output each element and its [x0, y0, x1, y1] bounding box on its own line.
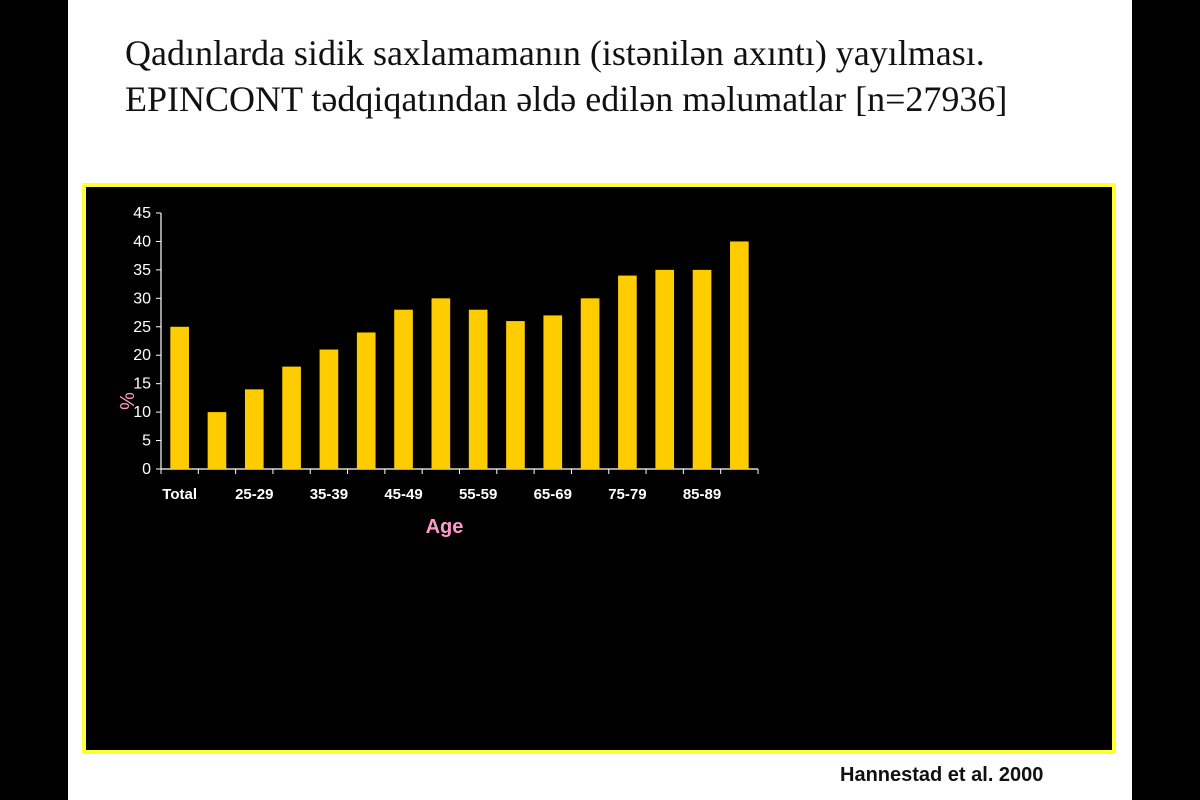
- bar-chart: 0 5 10 15 20 25 30 35 40 45 Total 25-29 35-39 45-49 55…: [115, 205, 759, 538]
- x-tick-label: Total: [162, 486, 197, 503]
- x-tick-label: 55-59: [459, 486, 497, 503]
- slide: Qadınlarda sidik saxlamamanın (istənilən…: [68, 0, 1132, 800]
- slide-title: Qadınlarda sidik saxlamamanın (istənilən…: [125, 33, 1008, 119]
- y-tick-label: 0: [142, 461, 151, 478]
- bar-25-29: [244, 389, 264, 469]
- bar-55-59: [468, 309, 488, 469]
- y-tick-label: 25: [133, 319, 151, 336]
- x-tick-label: 45-49: [384, 486, 422, 503]
- bar-60-64: [506, 321, 525, 469]
- x-tick-label: 35-39: [310, 486, 348, 503]
- y-tick-label: 30: [133, 290, 151, 307]
- y-axis-title: %: [115, 392, 137, 410]
- y-tick-label: 20: [133, 347, 151, 364]
- chart-panel: 0 5 10 15 20 25 30 35 40 45 Total 25-29 35-39 45-49 55…: [82, 183, 1116, 754]
- x-tick-label: 85-89: [683, 486, 721, 503]
- x-tick-label: 65-69: [534, 486, 572, 503]
- bar-90+: [730, 241, 749, 469]
- x-tick-label: 25-29: [235, 486, 273, 503]
- bar-80-84: [655, 269, 675, 469]
- y-tick-label: 5: [142, 433, 151, 450]
- y-tick-label: 40: [133, 233, 151, 250]
- bar-50-54: [431, 298, 451, 469]
- citation: Hannestad et al. 2000: [840, 764, 1044, 786]
- bar-Total: [170, 326, 189, 469]
- bar-70-74: [580, 298, 600, 469]
- x-tick-label: 75-79: [608, 486, 646, 503]
- y-tick-label: 35: [133, 262, 151, 279]
- y-tick-label: 15: [133, 376, 151, 393]
- bar-20-24: [207, 412, 227, 469]
- bar-75-79: [618, 275, 637, 469]
- bar-40-44: [356, 332, 376, 469]
- bar-30-34: [282, 366, 301, 469]
- bar-65-69: [543, 315, 563, 469]
- bar-85-89: [692, 269, 712, 469]
- y-tick-label: 10: [133, 404, 151, 421]
- y-tick-label: 45: [133, 205, 151, 222]
- bar-45-49: [394, 309, 413, 469]
- bar-35-39: [319, 349, 339, 469]
- x-axis-title: Age: [426, 516, 464, 538]
